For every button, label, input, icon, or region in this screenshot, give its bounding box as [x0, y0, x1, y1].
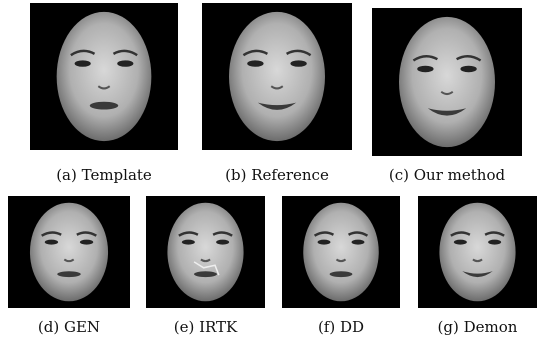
eye: [117, 60, 133, 66]
eye: [216, 240, 229, 245]
eye: [75, 60, 91, 66]
face: [229, 12, 325, 141]
eye: [460, 66, 476, 73]
eye: [247, 60, 263, 66]
figure: (a) Template (b) Reference (c) Our method (…: [0, 0, 537, 341]
mouth: [90, 102, 118, 110]
figure-panel: (d) GEN: [8, 196, 130, 336]
caption: (c) Our method: [389, 166, 506, 184]
caption: (g) Demon: [438, 318, 518, 336]
mouth: [330, 271, 353, 277]
caption: (b) Reference: [225, 166, 329, 184]
caption: (e) IRTK: [174, 318, 238, 336]
face: [57, 12, 152, 141]
face: [167, 203, 243, 302]
eye: [80, 240, 93, 245]
eye: [45, 240, 58, 245]
figure-panel: (f) DD: [282, 196, 400, 336]
caption: (d) GEN: [38, 318, 100, 336]
mouth: [57, 271, 80, 277]
caption: (f) DD: [318, 318, 364, 336]
caption: (a) Template: [56, 166, 152, 184]
mouth: [194, 271, 217, 277]
eye: [454, 240, 467, 245]
eye: [352, 240, 365, 245]
face: [399, 17, 495, 147]
eye: [417, 66, 433, 73]
figure-panel: (c) Our method: [372, 8, 522, 184]
face: [439, 203, 515, 302]
face: [303, 203, 379, 302]
eye: [488, 240, 501, 245]
eye: [290, 60, 306, 66]
figure-panel: (a) Template: [30, 3, 178, 184]
figure-panel: (b) Reference: [202, 3, 352, 184]
figure-panel: (e) IRTK: [146, 196, 265, 336]
face: [30, 203, 108, 302]
eye: [182, 240, 195, 245]
eye: [318, 240, 331, 245]
figure-panel: (g) Demon: [418, 196, 537, 336]
